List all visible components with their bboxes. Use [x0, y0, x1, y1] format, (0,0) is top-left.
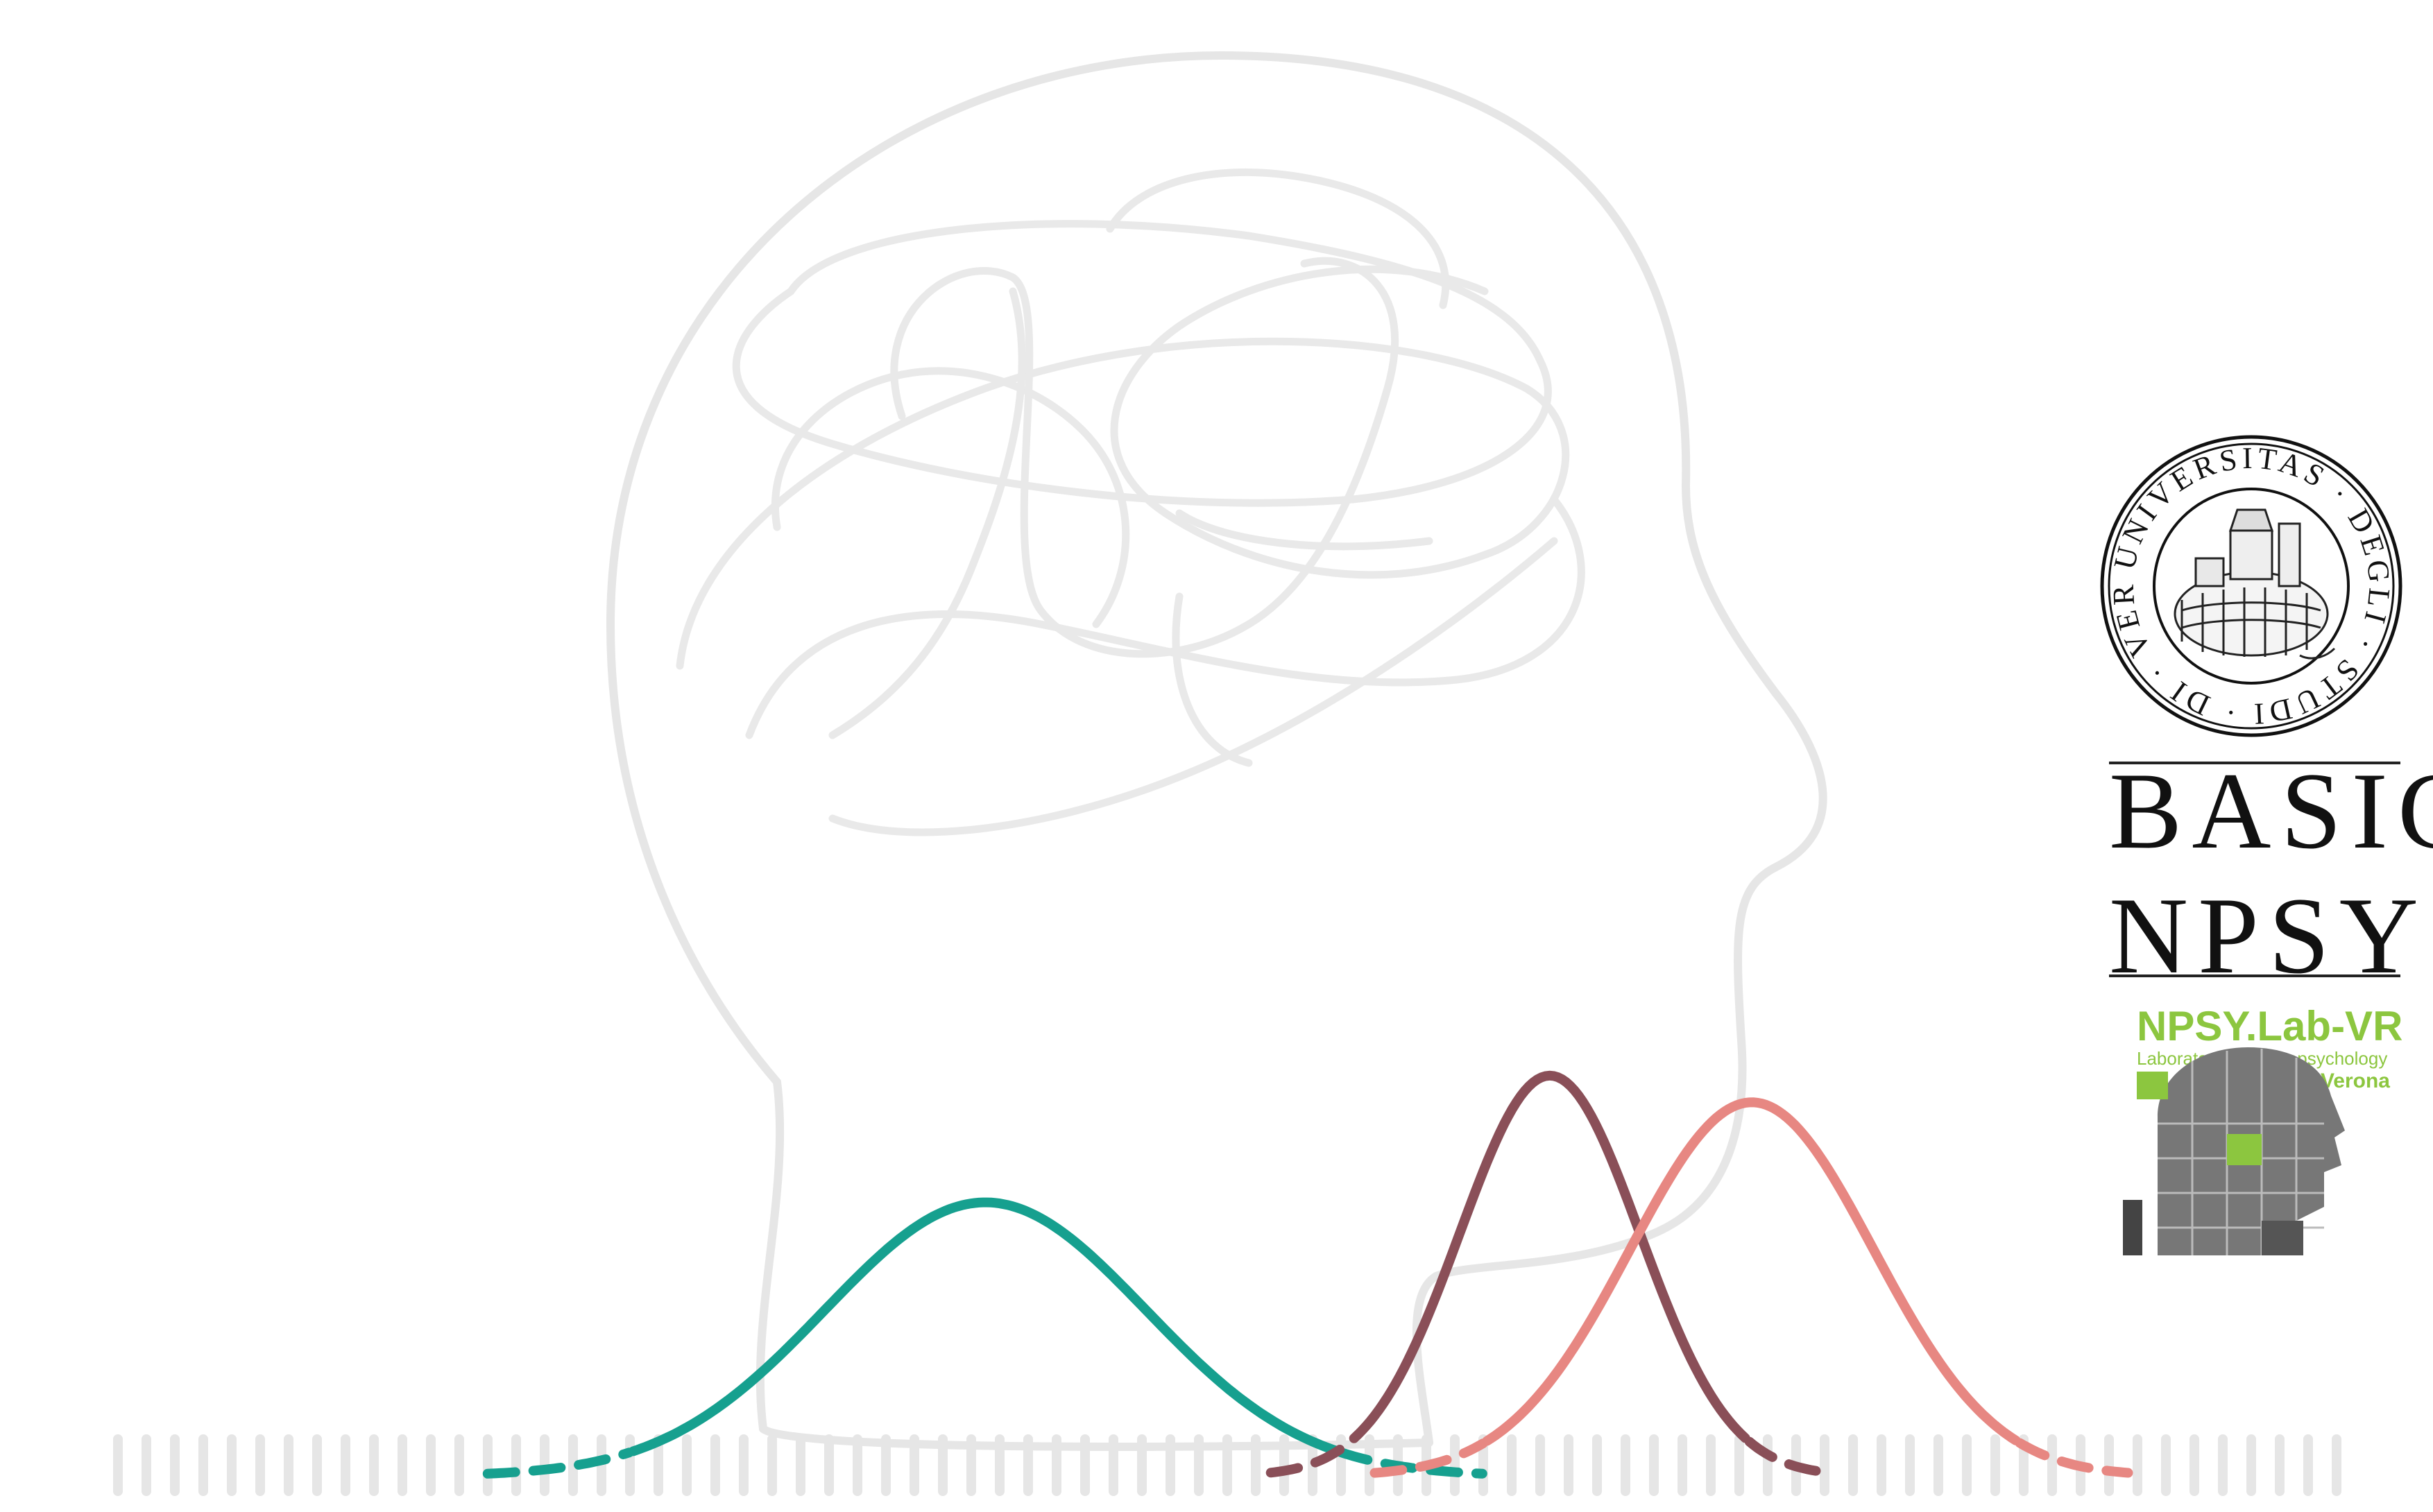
lab-name: NPSY.Lab-VR [2137, 1003, 2402, 1049]
bell-curves [482, 1070, 2133, 1479]
tick-row [113, 1434, 2341, 1496]
puzzle-head-icon [2123, 1047, 2345, 1255]
bell-curve-1-left-tail [482, 1447, 634, 1479]
wordmark-basic: BASIC [2109, 750, 2433, 872]
bell-curve-2 [1349, 1070, 1750, 1443]
bell-curve-3-left-tail [1369, 1438, 1488, 1478]
university-seal: UNIVERSITAS · DEGLI · STUDI · DI · VERON… [2100, 435, 2402, 737]
seal-building-icon [2174, 508, 2336, 660]
lab-city: Verona [2321, 1069, 2390, 1092]
bell-curve-3 [1482, 1097, 2021, 1446]
wordmark-top-rule [2109, 762, 2400, 764]
bell-curve-1-right-tail [1335, 1447, 1487, 1479]
brain-scribble [676, 168, 1585, 836]
wordmark-npsy: NPSY [2109, 875, 2428, 997]
bell-curve-2-left-tail [1265, 1437, 1355, 1478]
bell-curve-1 [628, 1197, 1342, 1457]
wordmark-bottom-rule [2109, 974, 2400, 977]
bell-curve-2-right-tail [1744, 1436, 1834, 1478]
lab-logo: NPSY.Lab-VR Laboratory of Neuropsycholog… [2123, 1003, 2402, 1255]
bell-curve-3-right-tail [2015, 1438, 2133, 1478]
